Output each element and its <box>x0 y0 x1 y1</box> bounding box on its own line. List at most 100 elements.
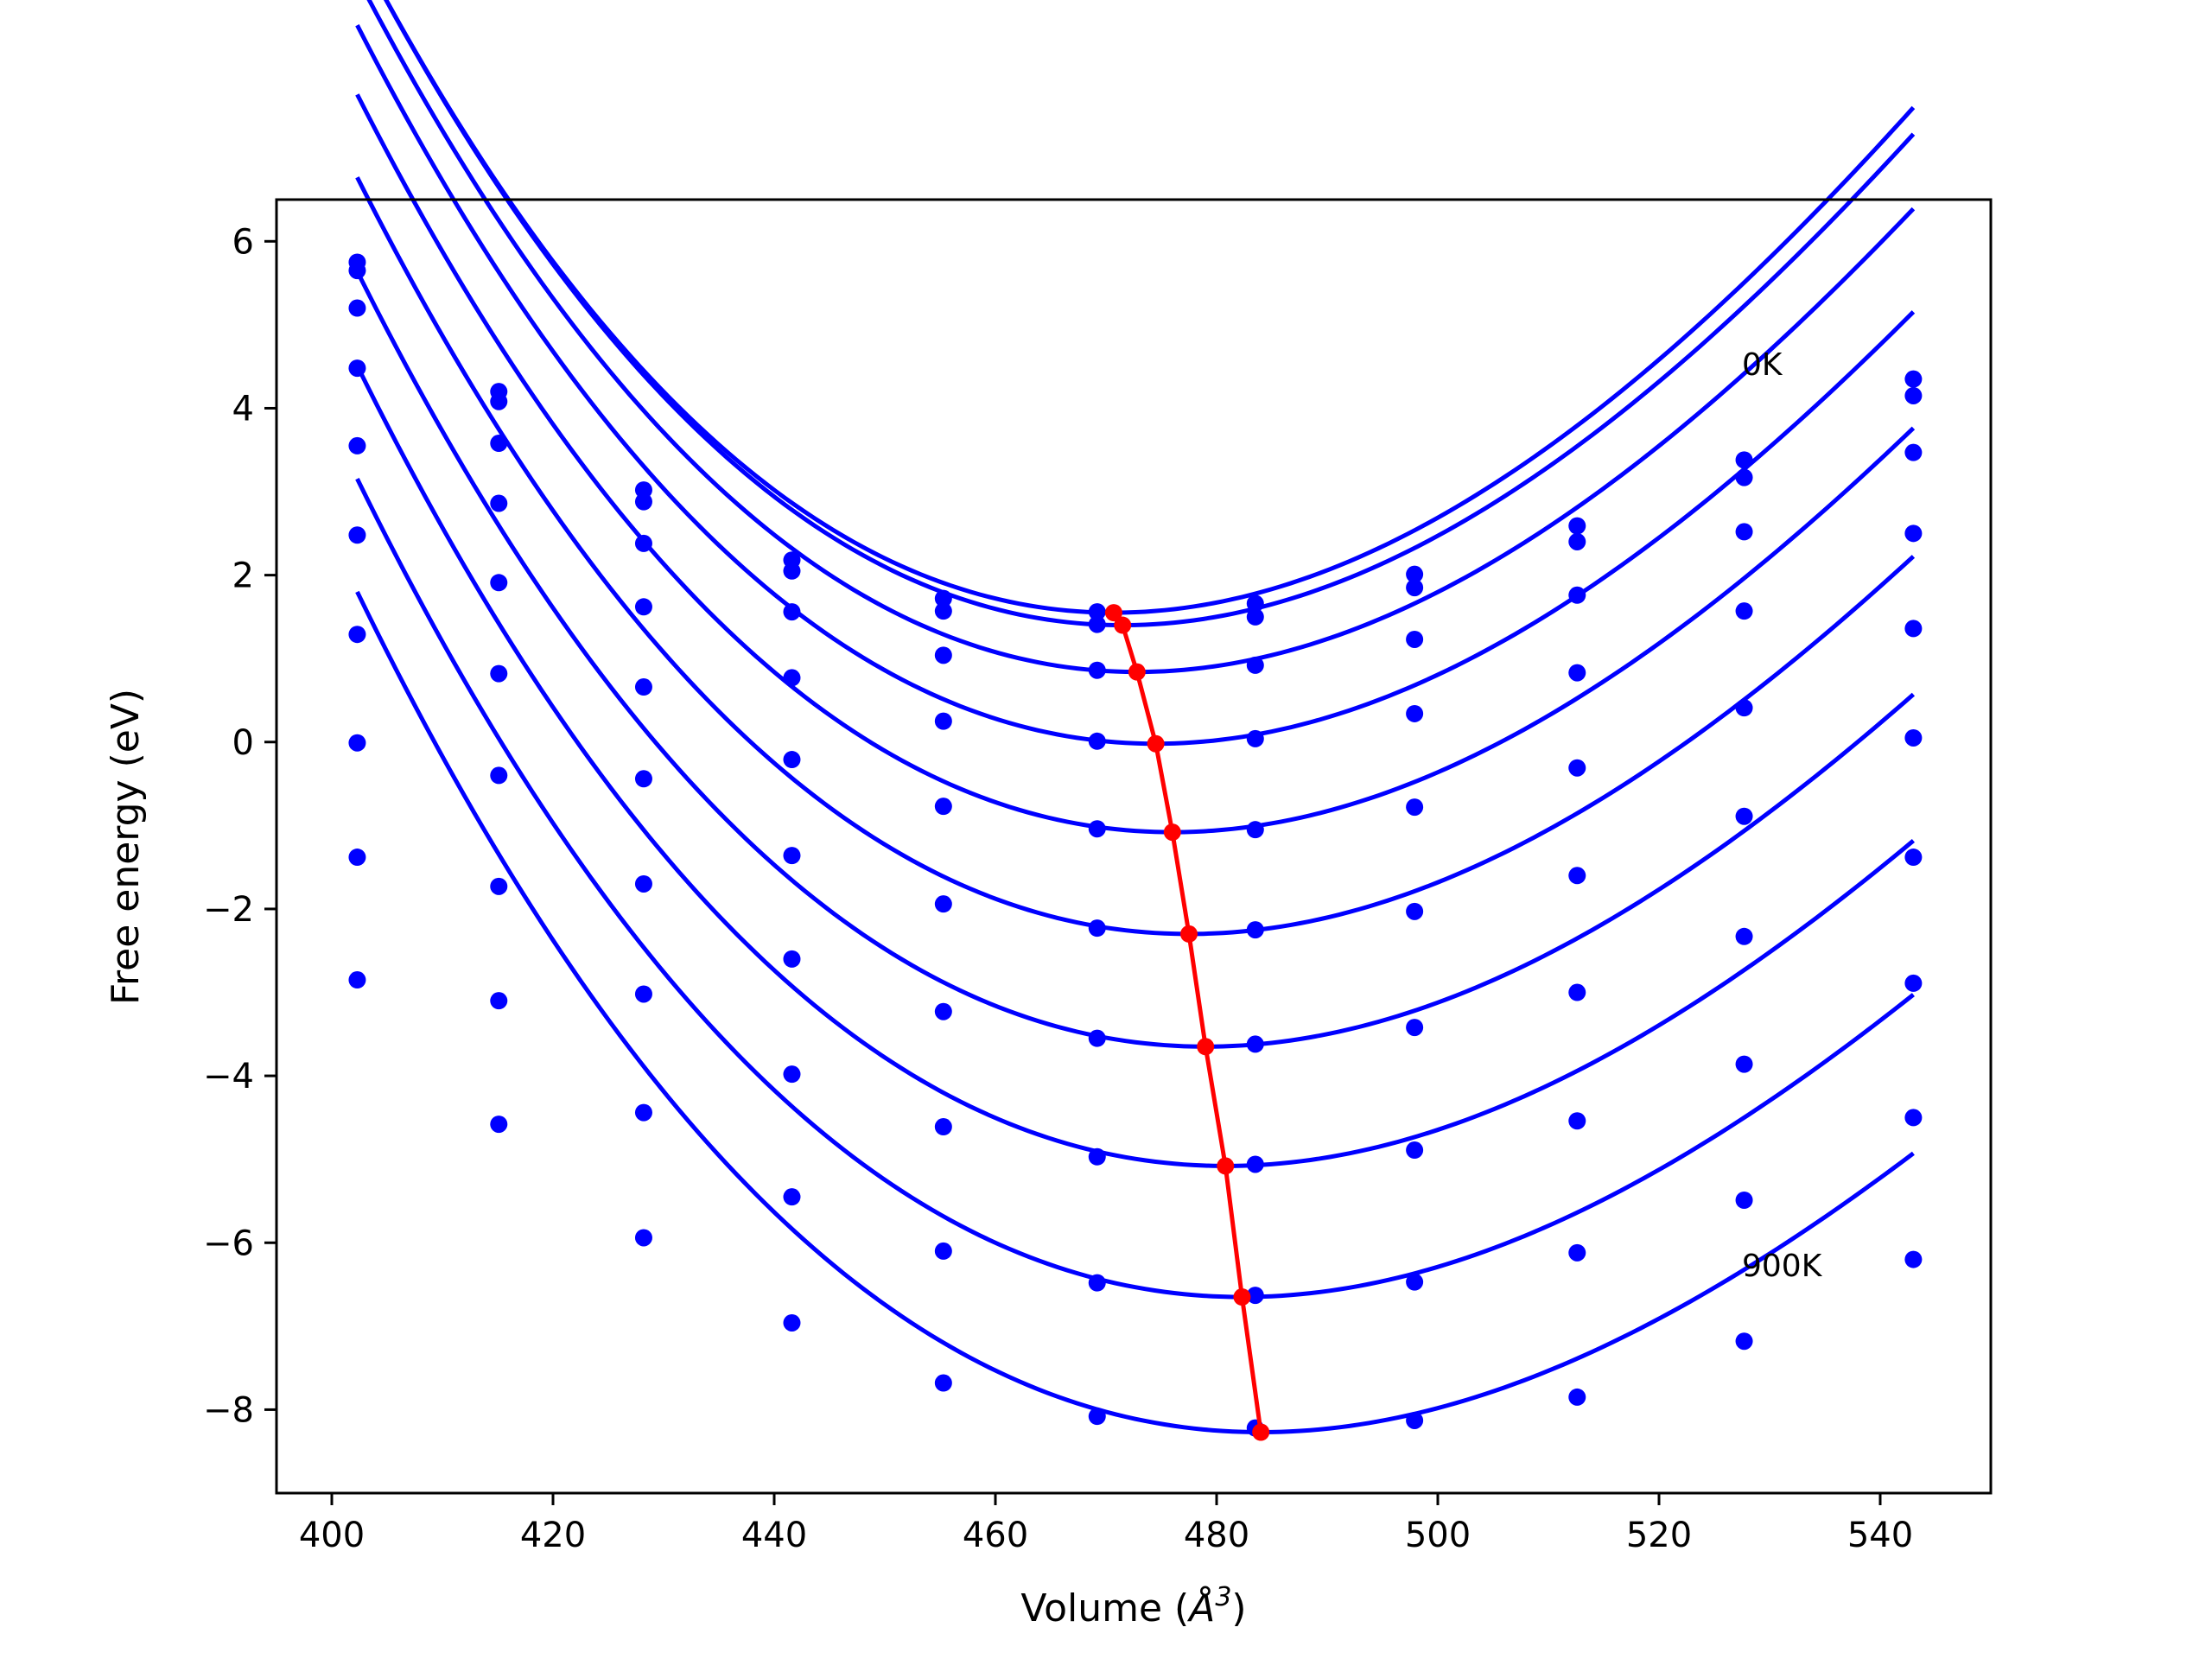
minimum-point <box>1233 1288 1251 1306</box>
data-point <box>1246 821 1264 839</box>
annotation-label: 0K <box>1742 347 1783 383</box>
x-axis-label-symbol: Å <box>1186 1585 1215 1630</box>
data-point <box>1246 1035 1264 1053</box>
y-tick-label: 2 <box>232 556 254 596</box>
data-point <box>1088 615 1106 633</box>
fit-curve-9 <box>355 590 1915 1435</box>
data-point <box>634 1229 652 1247</box>
minimum-point <box>1114 616 1132 634</box>
x-axis: 400 420 440 460 480 500 520 540 <box>299 1493 1913 1555</box>
data-point <box>348 436 366 454</box>
data-point <box>1406 704 1424 722</box>
y-tick-label: −2 <box>203 890 254 930</box>
data-point <box>1088 1274 1106 1292</box>
data-point <box>634 598 652 616</box>
x-tick-label: 420 <box>520 1516 586 1555</box>
y-axis-label: Free energy (eV) <box>104 689 148 1005</box>
data-point <box>348 626 366 644</box>
data-point <box>1088 732 1106 750</box>
data-point <box>634 534 652 552</box>
data-point <box>783 950 801 968</box>
data-point <box>1735 451 1753 469</box>
data-point <box>1904 386 1923 404</box>
fit-curve-6 <box>355 270 1916 1049</box>
data-point <box>1088 820 1106 838</box>
data-point <box>490 992 508 1010</box>
data-point <box>1568 867 1586 885</box>
data-point <box>348 526 366 544</box>
data-point <box>634 770 652 788</box>
data-point <box>1735 699 1753 717</box>
data-point <box>1568 1112 1586 1130</box>
data-point <box>1406 630 1424 648</box>
data-point <box>1568 532 1586 550</box>
data-point <box>1904 974 1923 992</box>
data-point <box>1406 1273 1424 1291</box>
data-point <box>1406 565 1424 583</box>
data-point <box>1904 443 1923 461</box>
data-point <box>1246 656 1264 674</box>
data-point <box>490 766 508 785</box>
plot-frame <box>275 198 1993 1495</box>
points-layer <box>348 253 1923 1437</box>
data-point <box>634 493 652 511</box>
data-point <box>634 678 652 696</box>
data-point <box>783 1188 801 1206</box>
data-point <box>490 494 508 512</box>
data-point <box>1904 370 1923 388</box>
data-point <box>348 849 366 867</box>
data-point <box>1904 620 1923 638</box>
data-point <box>783 603 801 621</box>
minimum-point <box>1252 1423 1270 1441</box>
data-point <box>1735 927 1753 945</box>
y-tick-label: 6 <box>232 222 254 262</box>
x-tick-label: 520 <box>1626 1516 1692 1555</box>
annotation-label: 900K <box>1742 1249 1823 1284</box>
data-point <box>1904 728 1923 747</box>
data-point <box>934 602 952 620</box>
data-point <box>783 669 801 687</box>
data-point <box>490 664 508 683</box>
minimum-point <box>1197 1038 1215 1056</box>
x-axis-label-text: Volume ( <box>1020 1586 1189 1630</box>
data-point <box>1088 661 1106 679</box>
data-point <box>934 1242 952 1260</box>
data-point <box>490 877 508 895</box>
minima-layer <box>1104 604 1270 1441</box>
minima-line <box>1111 611 1263 1433</box>
data-point <box>634 985 652 1003</box>
data-point <box>934 1374 952 1392</box>
minimum-point <box>1128 663 1146 681</box>
data-point <box>1088 1029 1106 1047</box>
data-point <box>1406 1411 1424 1429</box>
fit-curve-4 <box>355 93 1916 835</box>
fit-curve-1 <box>384 0 1916 628</box>
data-point <box>934 895 952 913</box>
data-point <box>1246 607 1264 626</box>
data-point <box>1088 1147 1106 1166</box>
data-point <box>1246 1155 1264 1173</box>
x-tick-label: 460 <box>963 1516 1028 1555</box>
data-point <box>1246 729 1264 747</box>
data-point <box>1904 849 1923 867</box>
data-point <box>1406 798 1424 817</box>
data-point <box>490 435 508 453</box>
minimum-point <box>1104 604 1122 622</box>
data-point <box>783 847 801 865</box>
y-tick-label: 4 <box>232 389 254 429</box>
data-point <box>1088 603 1106 621</box>
data-point <box>783 1065 801 1084</box>
data-point <box>1735 1192 1753 1209</box>
x-tick-label: 480 <box>1184 1516 1249 1555</box>
y-axis: 6 4 2 0 −2 −4 −6 −8 <box>203 222 276 1430</box>
data-point <box>934 589 952 607</box>
fit-curve-0 <box>384 0 1916 615</box>
data-point <box>1246 594 1264 613</box>
data-point <box>634 874 652 893</box>
x-axis-label-close: ) <box>1231 1586 1246 1630</box>
data-point <box>1406 579 1424 597</box>
x-axis-label-exponent: 3 <box>1215 1582 1231 1612</box>
data-point <box>934 712 952 730</box>
x-tick-label: 400 <box>299 1516 365 1555</box>
